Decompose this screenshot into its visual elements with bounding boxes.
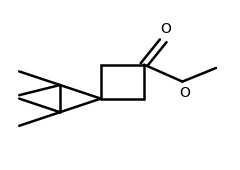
Text: O: O bbox=[160, 22, 171, 36]
Text: O: O bbox=[179, 86, 190, 100]
